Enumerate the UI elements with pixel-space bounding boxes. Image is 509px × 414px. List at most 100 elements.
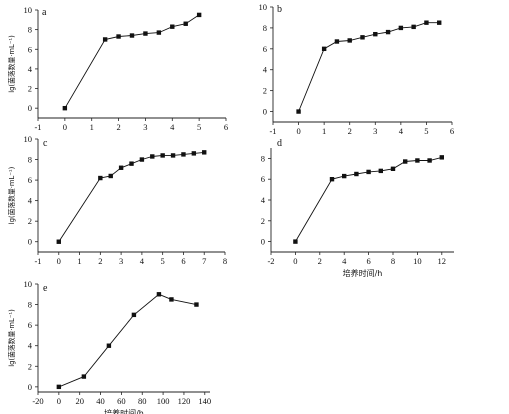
- data-point: [390, 166, 396, 171]
- x-axis-label: 培养时间/h: [104, 408, 144, 414]
- y-tick-label: 2: [28, 361, 32, 371]
- x-tick-label: 8: [391, 256, 395, 266]
- series-line: [58, 293, 197, 388]
- data-point: [156, 292, 162, 297]
- y-tick-label: 6: [263, 44, 267, 54]
- data-point: [439, 155, 444, 160]
- panel-letter: e: [43, 283, 48, 294]
- x-tick-label: 10: [413, 256, 422, 266]
- data-point: [160, 153, 165, 158]
- y-tick-label: 6: [28, 320, 32, 330]
- y-tick-label: 8: [28, 155, 32, 165]
- data-point: [170, 24, 175, 29]
- y-tick-label: 2: [28, 84, 32, 94]
- y-tick-label: 10: [24, 134, 33, 144]
- x-axis-label: 培养时间/h: [343, 268, 383, 278]
- data-point: [118, 165, 124, 170]
- data-point: [62, 105, 68, 111]
- y-tick-label: 4: [28, 64, 33, 74]
- y-tick-label: 2: [263, 86, 267, 96]
- panel-letter: c: [43, 138, 48, 149]
- data-point: [403, 159, 408, 164]
- x-tick-label: 2: [116, 122, 120, 132]
- x-tick-label: 1: [77, 256, 81, 266]
- data-point: [156, 30, 162, 35]
- x-tick-label: 5: [197, 122, 201, 132]
- x-tick-label: 7: [202, 256, 206, 266]
- data-point: [360, 35, 365, 40]
- y-tick-label: 10: [24, 279, 33, 289]
- data-point: [81, 374, 87, 379]
- data-point: [398, 25, 404, 31]
- y-tick-label: 6: [261, 174, 265, 184]
- x-tick-label: 4: [399, 126, 404, 136]
- data-point: [169, 297, 174, 302]
- x-tick-label: 1: [90, 122, 94, 132]
- x-tick-label: 60: [117, 396, 126, 406]
- data-point: [293, 239, 298, 244]
- y-tick-label: 8: [28, 25, 32, 35]
- series-line: [64, 14, 200, 109]
- x-tick-label: 2: [318, 256, 322, 266]
- data-point: [56, 384, 62, 390]
- x-tick-label: 4: [342, 256, 347, 266]
- x-tick-label: -2: [267, 256, 274, 266]
- y-tick-label: 6: [28, 175, 32, 185]
- data-point: [202, 150, 207, 155]
- x-tick-label: 0: [63, 122, 67, 132]
- x-tick-label: 3: [373, 126, 377, 136]
- y-tick-label: 0: [28, 382, 32, 392]
- data-point: [129, 33, 135, 38]
- data-point: [131, 312, 137, 318]
- x-tick-label: 3: [119, 256, 123, 266]
- x-tick-label: 80: [138, 396, 147, 406]
- x-tick-label: 1: [322, 126, 326, 136]
- data-point: [150, 154, 155, 159]
- data-point: [411, 24, 416, 30]
- x-tick-label: 0: [293, 256, 297, 266]
- x-tick-label: 6: [181, 256, 185, 266]
- x-tick-label: 20: [75, 396, 84, 406]
- data-point: [385, 29, 391, 35]
- y-axis-label: lg(菌落数量·mL⁻¹): [7, 309, 16, 367]
- x-tick-label: -1: [34, 122, 41, 132]
- x-tick-label: -1: [269, 126, 276, 136]
- y-tick-label: 2: [28, 216, 32, 226]
- data-point: [183, 21, 188, 26]
- data-point: [143, 31, 148, 36]
- data-point: [296, 109, 301, 114]
- y-tick-label: 8: [261, 153, 265, 163]
- x-tick-label: -20: [32, 396, 43, 406]
- data-point: [366, 169, 371, 175]
- x-tick-label: 12: [438, 256, 447, 266]
- y-tick-label: 10: [24, 5, 33, 15]
- y-tick-label: 6: [28, 44, 32, 54]
- x-tick-label: 120: [178, 396, 191, 406]
- panel-letter: d: [277, 138, 282, 149]
- data-point: [181, 152, 186, 157]
- x-tick-label: 6: [224, 122, 228, 132]
- data-point: [321, 46, 327, 52]
- data-point: [116, 34, 121, 39]
- x-tick-label: 2: [98, 256, 102, 266]
- x-tick-label: 40: [96, 396, 105, 406]
- x-tick-label: 8: [223, 256, 227, 266]
- data-point: [194, 302, 199, 307]
- data-point: [347, 38, 352, 43]
- x-tick-label: 2: [348, 126, 352, 136]
- y-tick-label: 4: [28, 341, 33, 351]
- y-tick-label: 0: [28, 237, 32, 247]
- x-tick-label: 0: [57, 256, 61, 266]
- data-point: [415, 158, 420, 163]
- data-point: [373, 31, 378, 37]
- y-tick-label: 8: [28, 300, 32, 310]
- y-tick-label: 10: [259, 2, 268, 12]
- y-tick-label: 2: [261, 216, 265, 226]
- x-tick-label: 100: [157, 396, 170, 406]
- x-tick-label: 140: [198, 396, 211, 406]
- panel-letter: a: [42, 7, 47, 18]
